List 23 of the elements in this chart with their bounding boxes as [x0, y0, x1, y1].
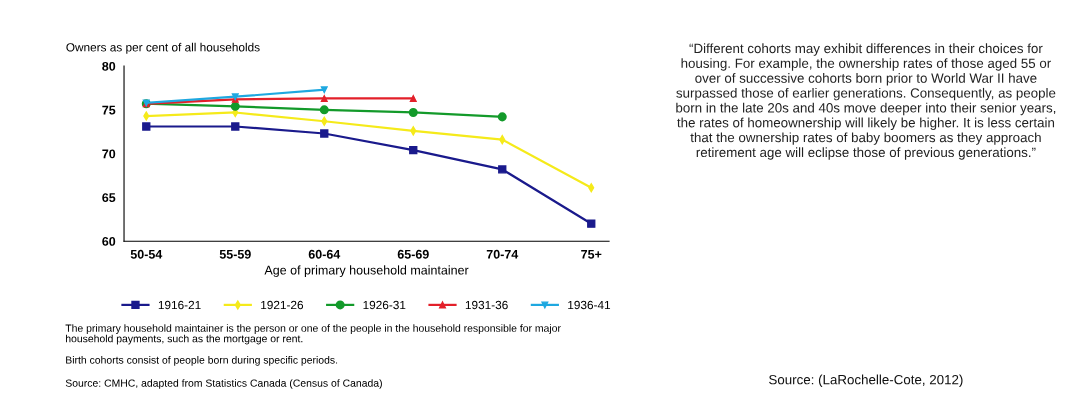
source-note: Source: CMHC, adapted from Statistics Canada (Census of Canada) [65, 379, 382, 389]
y-tick-label: 75 [102, 105, 116, 115]
legend-label: 1931-36 [465, 300, 508, 310]
legend-label: 1916-21 [158, 300, 201, 310]
legend-label: 1936-41 [568, 300, 611, 310]
y-tick-label: 80 [102, 61, 116, 71]
y-axis-title: Owners as per cent of all households [66, 42, 260, 54]
x-axis-title: Age of primary household maintainer [264, 265, 469, 277]
x-tick-label: 75+ [581, 249, 602, 259]
source-note: Source: (LaRochelle-Cote, 2012) [769, 374, 963, 387]
x-tick-label: 70-74 [486, 249, 519, 259]
y-tick-label: 60 [102, 236, 116, 246]
text: Birth cohorts consist of people born during specific periods. [66, 356, 338, 366]
legend-label: 1921-26 [261, 300, 304, 310]
x-tick-label: 55-59 [219, 249, 251, 259]
x-tick-label: 65-69 [397, 249, 429, 259]
y-tick-label: 70 [102, 149, 116, 159]
x-tick-label: 60-64 [308, 249, 341, 259]
text: The primary household maintainer is the person or one of the people in the household responsible for major household payments, such as the mortgage or rent. [65, 324, 561, 345]
text: “Different cohorts may exhibit differences in their choices for housing. For example, the ownership rates of those aged 55 or over of successive cohorts born prior to World War II have surpassed those of earlier generations. Consequently, as people born in the late 20s and 40s move deeper into their senior years, the rates of homeownership will likely be higher. It is less certain that the ownership rates of baby boomers as they approach retirement age will eclipse those of previous generations.” [676, 43, 1056, 160]
legend-label: 1926-31 [363, 300, 406, 310]
y-tick-label: 65 [102, 193, 116, 203]
x-tick-label: 50-54 [130, 249, 163, 259]
